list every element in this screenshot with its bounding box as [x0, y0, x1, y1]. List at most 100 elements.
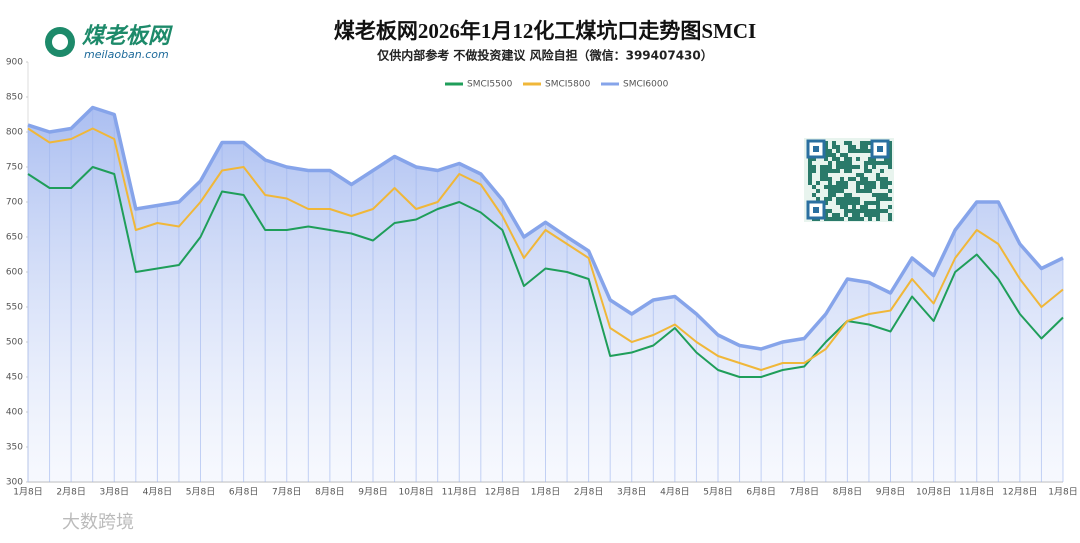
qr-cell [884, 177, 888, 181]
qr-cell [856, 189, 860, 193]
qr-cell [824, 197, 828, 201]
qr-cell [832, 193, 836, 197]
qr-cell [824, 209, 828, 213]
qr-cell [856, 181, 860, 185]
qr-cell [868, 189, 872, 193]
qr-cell [856, 213, 860, 217]
qr-cell [836, 213, 840, 217]
qr-cell [860, 149, 864, 153]
qr-cell [832, 157, 836, 161]
qr-cell [880, 161, 884, 165]
qr-cell [856, 165, 860, 169]
qr-cell [836, 197, 840, 201]
logo: 煤老板网 meilaoban.com [45, 24, 173, 61]
qr-cell [888, 205, 892, 209]
qr-cell [840, 181, 844, 185]
y-tick-label: 300 [6, 478, 23, 488]
x-tick-label: 6月8日 [229, 487, 258, 498]
qr-cell [864, 161, 868, 165]
y-tick-label: 350 [6, 443, 23, 453]
qr-cell [872, 165, 876, 169]
qr-cell [824, 157, 828, 161]
qr-cell [824, 201, 828, 205]
qr-cell [868, 209, 872, 213]
qr-cell [836, 165, 840, 169]
qr-cell [868, 181, 872, 185]
qr-cell [844, 157, 848, 161]
qr-cell [816, 181, 820, 185]
qr-cell [824, 153, 828, 157]
y-tick-label: 450 [6, 373, 23, 383]
qr-cell [888, 149, 892, 153]
qr-cell [808, 169, 812, 173]
qr-cell [884, 161, 888, 165]
qr-cell [824, 145, 828, 149]
qr-cell [884, 197, 888, 201]
qr-cell [860, 145, 864, 149]
qr-cell [848, 161, 852, 165]
qr-cell [844, 141, 848, 145]
qr-cell [828, 165, 832, 169]
qr-cell [884, 185, 888, 189]
qr-cell [868, 149, 872, 153]
qr-cell [840, 217, 844, 221]
x-tick-label: 10月8日 [916, 487, 951, 498]
qr-cell [820, 177, 824, 181]
qr-cell [828, 161, 832, 165]
x-tick-label: 10月8日 [399, 487, 434, 498]
x-tick-label: 4月8日 [660, 487, 689, 498]
qr-cell [848, 149, 852, 153]
qr-cell [860, 173, 864, 177]
qr-cell [860, 189, 864, 193]
qr-cell [848, 209, 852, 213]
qr-cell [880, 185, 884, 189]
qr-cell [884, 181, 888, 185]
qr-cell [824, 141, 828, 145]
y-tick-label: 800 [6, 128, 23, 138]
qr-cell [856, 157, 860, 161]
qr-cell [832, 189, 836, 193]
x-tick-label: 7月8日 [790, 487, 819, 498]
qr-cell [856, 201, 860, 205]
qr-cell [868, 213, 872, 217]
qr-cell [884, 209, 888, 213]
y-tick-label: 400 [6, 408, 23, 418]
x-tick-label: 11月8日 [959, 487, 994, 498]
x-tick-label: 4月8日 [143, 487, 172, 498]
qr-cell [848, 217, 852, 221]
qr-cell [836, 201, 840, 205]
qr-cell [888, 197, 892, 201]
qr-cell [876, 161, 880, 165]
qr-cell [840, 205, 844, 209]
qr-cell [824, 185, 828, 189]
qr-cell [840, 185, 844, 189]
qr-cell [848, 169, 852, 173]
legend-label: SMCI5500 [467, 80, 513, 90]
qr-cell [864, 145, 868, 149]
qr-cell [856, 217, 860, 221]
qr-cell [872, 181, 876, 185]
y-tick-label: 700 [6, 198, 23, 208]
qr-cell [872, 157, 876, 161]
qr-cell [844, 181, 848, 185]
qr-cell [836, 149, 840, 153]
qr-cell [848, 165, 852, 169]
qr-cell [860, 181, 864, 185]
y-tick-label: 650 [6, 233, 23, 243]
qr-cell [836, 169, 840, 173]
watermark: 大数跨境 [62, 512, 134, 533]
qr-cell [888, 145, 892, 149]
qr-cell [812, 165, 816, 169]
x-tick-label: 8月8日 [315, 487, 344, 498]
qr-cell [852, 201, 856, 205]
qr-cell [856, 173, 860, 177]
y-tick-label: 850 [6, 93, 23, 103]
qr-cell [856, 197, 860, 201]
qr-cell [816, 197, 820, 201]
qr-cell [876, 201, 880, 205]
qr-cell [888, 213, 892, 217]
qr-cell [880, 169, 884, 173]
qr-cell [840, 153, 844, 157]
qr-cell [848, 193, 852, 197]
qr-cell [864, 205, 868, 209]
